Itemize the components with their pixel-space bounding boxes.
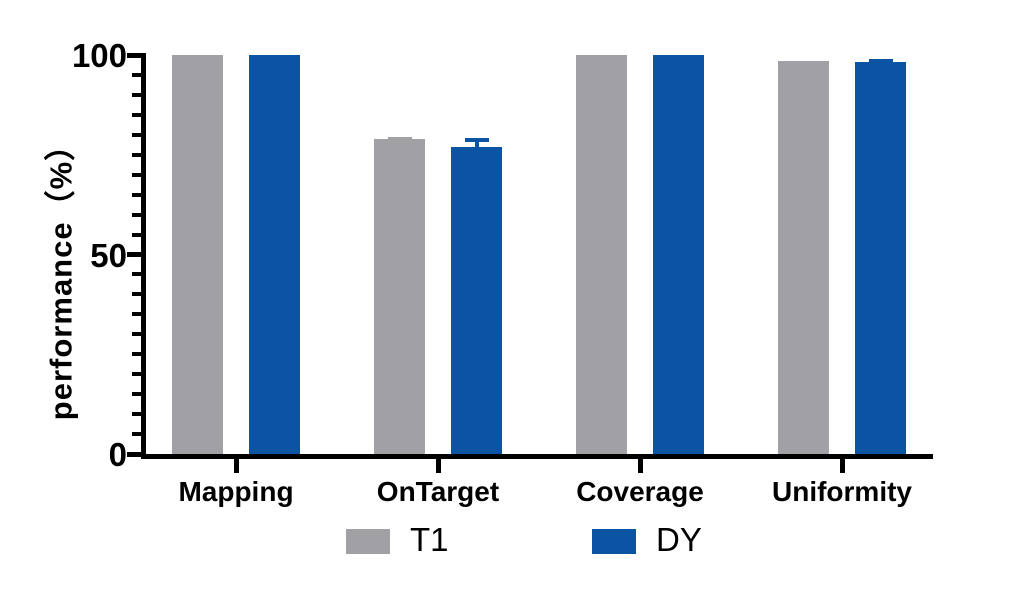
- x-tick: [839, 459, 845, 473]
- y-minor-tick: [132, 432, 141, 437]
- y-major-tick: [127, 52, 141, 58]
- y-minor-tick: [132, 412, 141, 417]
- bar-dy-ontarget: [451, 146, 502, 454]
- bar-dy-mapping: [249, 55, 300, 454]
- y-tick-label: 50: [90, 236, 127, 274]
- y-minor-tick: [132, 352, 141, 357]
- y-minor-tick: [132, 72, 141, 77]
- y-minor-tick: [132, 272, 141, 277]
- y-minor-tick: [132, 92, 141, 97]
- bar-dy-coverage: [653, 55, 704, 454]
- bar-dy-uniformity: [855, 61, 906, 454]
- y-minor-tick: [132, 172, 141, 177]
- error-bar-cap: [868, 58, 893, 63]
- error-bar-cap: [387, 136, 412, 141]
- y-minor-tick: [132, 292, 141, 297]
- y-minor-tick: [132, 212, 141, 217]
- bar-t1-coverage: [576, 55, 627, 454]
- y-minor-tick: [132, 372, 141, 377]
- error-bar-cap: [464, 137, 489, 142]
- y-tick-label: 100: [71, 37, 127, 74]
- y-major-tick: [127, 252, 141, 257]
- category-label: Uniformity: [772, 476, 912, 507]
- y-minor-tick: [132, 392, 141, 397]
- y-minor-tick: [132, 312, 141, 317]
- y-axis-title: performance（%）: [43, 128, 79, 421]
- y-minor-tick: [132, 192, 141, 197]
- y-tick-label: 0: [108, 436, 127, 473]
- y-major-tick: [127, 451, 141, 457]
- x-tick: [637, 459, 643, 473]
- y-minor-tick: [132, 232, 141, 237]
- bar-t1-uniformity: [778, 60, 829, 454]
- category-label: Mapping: [178, 476, 294, 507]
- category-label: OnTarget: [376, 476, 500, 507]
- y-minor-tick: [132, 152, 141, 157]
- legend-label-t1: T1: [410, 521, 449, 558]
- y-minor-tick: [132, 132, 141, 137]
- y-axis-line: [141, 53, 146, 459]
- bar-t1-mapping: [172, 55, 223, 454]
- bar-t1-ontarget: [374, 138, 425, 454]
- category-label: Coverage: [576, 476, 704, 507]
- error-bar-line: [474, 137, 479, 147]
- legend-swatch-t1: [346, 529, 390, 554]
- x-axis-line: [141, 454, 933, 459]
- x-tick: [435, 459, 441, 473]
- y-minor-tick: [132, 332, 141, 337]
- legend-label-dy: DY: [656, 521, 702, 558]
- x-tick: [233, 459, 239, 473]
- y-minor-tick: [132, 112, 141, 117]
- legend-swatch-dy: [592, 529, 636, 554]
